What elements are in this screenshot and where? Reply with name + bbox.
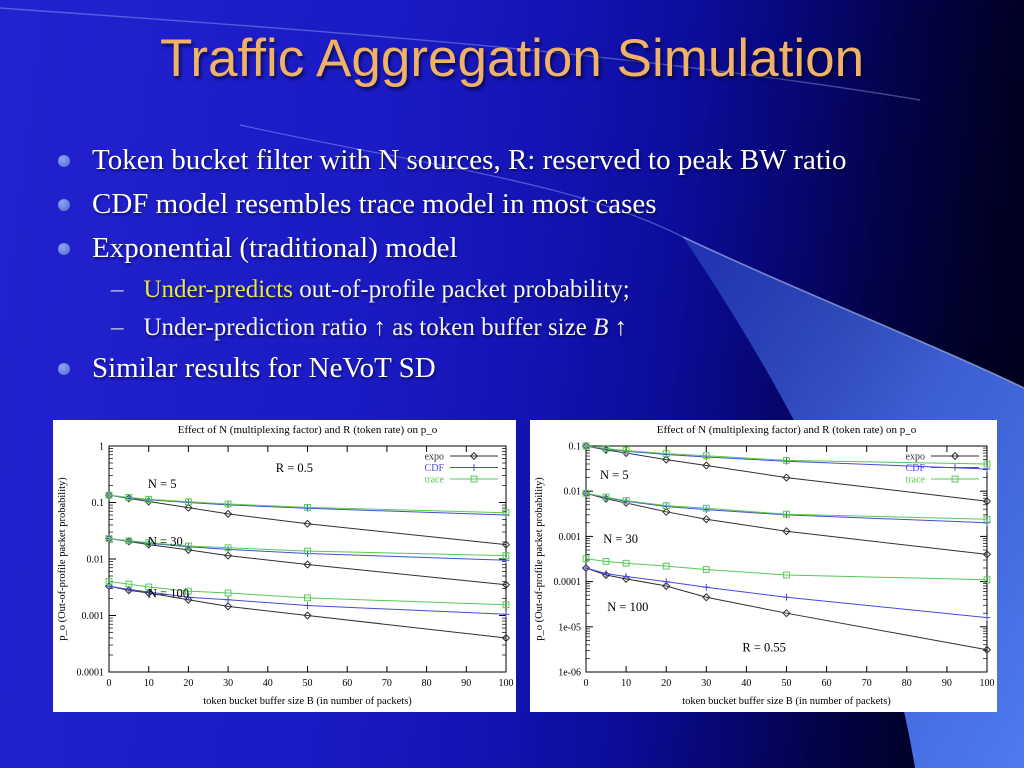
svg-text:CDF: CDF bbox=[425, 463, 445, 474]
svg-text:Effect of N (multiplexing fact: Effect of N (multiplexing factor) and R … bbox=[178, 424, 438, 436]
svg-text:0: 0 bbox=[584, 678, 589, 689]
chart-panel-right: Effect of N (multiplexing factor) and R … bbox=[530, 420, 997, 712]
highlighted-text: Under-predicts bbox=[143, 276, 293, 303]
svg-text:100: 100 bbox=[499, 678, 514, 689]
dash-marker-icon: – bbox=[111, 276, 124, 303]
svg-text:N = 5: N = 5 bbox=[148, 477, 177, 491]
svg-text:token bucket buffer size B (in: token bucket buffer size B (in number of… bbox=[682, 696, 891, 707]
svg-text:60: 60 bbox=[822, 678, 832, 689]
bullet-text: Token bucket filter with N sources, R: r… bbox=[92, 142, 846, 178]
bullet-text: Exponential (traditional) model bbox=[92, 230, 458, 266]
svg-text:0.0001: 0.0001 bbox=[77, 668, 105, 679]
svg-text:50: 50 bbox=[782, 678, 792, 689]
svg-text:0.1: 0.1 bbox=[92, 498, 105, 509]
svg-text:0.0001: 0.0001 bbox=[554, 577, 582, 588]
svg-text:N = 30: N = 30 bbox=[603, 532, 638, 546]
svg-text:expo: expo bbox=[906, 452, 925, 463]
bullet-item: CDF model resembles trace model in most … bbox=[55, 186, 973, 222]
thin-arc-line-mid bbox=[239, 124, 684, 238]
bullet-list: Token bucket filter with N sources, R: r… bbox=[55, 142, 973, 394]
bullet-dot-icon bbox=[58, 243, 70, 255]
svg-text:50: 50 bbox=[303, 678, 313, 689]
text-segment: CDF model resembles trace model in most … bbox=[92, 188, 657, 220]
svg-text:token bucket buffer size B (in: token bucket buffer size B (in number of… bbox=[203, 696, 412, 707]
slide-title: Traffic Aggregation Simulation bbox=[159, 29, 865, 88]
svg-text:CDF: CDF bbox=[906, 463, 926, 474]
svg-text:10: 10 bbox=[144, 678, 154, 689]
svg-text:0.01: 0.01 bbox=[564, 487, 582, 498]
svg-text:20: 20 bbox=[661, 678, 671, 689]
bullet-dot-icon bbox=[58, 155, 70, 167]
svg-text:80: 80 bbox=[422, 678, 432, 689]
svg-text:40: 40 bbox=[263, 678, 273, 689]
svg-text:70: 70 bbox=[382, 678, 392, 689]
svg-text:Effect of N (multiplexing fact: Effect of N (multiplexing factor) and R … bbox=[657, 424, 917, 436]
bullet-item: Similar results for NeVoT SD bbox=[55, 350, 973, 386]
bullet-dot-icon bbox=[58, 199, 70, 211]
svg-text:90: 90 bbox=[461, 678, 471, 689]
bullet-text: Similar results for NeVoT SD bbox=[92, 350, 436, 386]
text-segment: Exponential (traditional) model bbox=[92, 232, 458, 264]
sub-bullet-item: – Under-predicts out-of-profile packet pr… bbox=[105, 274, 973, 305]
svg-text:N = 100: N = 100 bbox=[607, 600, 648, 614]
svg-text:N = 5: N = 5 bbox=[600, 468, 629, 482]
text-segment: B bbox=[593, 314, 609, 341]
bullet-item: Exponential (traditional) model bbox=[55, 230, 973, 266]
svg-text:10: 10 bbox=[621, 678, 631, 689]
svg-text:1: 1 bbox=[99, 442, 104, 453]
text-segment: Under-prediction ratio bbox=[143, 314, 374, 341]
swoosh-highlight-edge bbox=[682, 236, 1024, 389]
svg-text:R = 0.55: R = 0.55 bbox=[742, 641, 786, 655]
chart-panel-left: Effect of N (multiplexing factor) and R … bbox=[53, 420, 516, 712]
svg-text:90: 90 bbox=[942, 678, 952, 689]
svg-text:p_o (Out-of-profile packet pro: p_o (Out-of-profile packet probability) bbox=[57, 477, 68, 641]
right-chart: Effect of N (multiplexing factor) and R … bbox=[534, 424, 995, 707]
svg-text:N = 100: N = 100 bbox=[148, 586, 189, 600]
svg-text:0.1: 0.1 bbox=[569, 442, 582, 453]
text-segment: ↑ bbox=[608, 314, 628, 341]
svg-text:0.001: 0.001 bbox=[82, 611, 105, 622]
thin-arc-line-top bbox=[0, 7, 921, 101]
svg-text:1e-06: 1e-06 bbox=[558, 668, 581, 679]
svg-text:30: 30 bbox=[223, 678, 233, 689]
sub-bullet-item: – Under-prediction ratio ↑ as token buffe… bbox=[105, 312, 973, 343]
text-segment: out-of-profile packet probability; bbox=[292, 276, 630, 303]
svg-text:30: 30 bbox=[701, 678, 711, 689]
text-segment: Similar results for NeVoT SD bbox=[92, 352, 436, 384]
svg-text:trace: trace bbox=[906, 475, 926, 486]
svg-text:0.01: 0.01 bbox=[87, 555, 105, 566]
bullet-text: Under-prediction ratio ↑ as token buffer… bbox=[144, 312, 628, 343]
svg-text:expo: expo bbox=[425, 452, 444, 463]
charts-row: Effect of N (multiplexing factor) and R … bbox=[53, 420, 997, 712]
bullet-item: Token bucket filter with N sources, R: r… bbox=[55, 142, 973, 178]
svg-text:1e-05: 1e-05 bbox=[558, 622, 581, 633]
dash-marker-icon: – bbox=[111, 314, 124, 341]
left-chart: Effect of N (multiplexing factor) and R … bbox=[57, 424, 514, 707]
text-segment: as token buffer size bbox=[385, 314, 594, 341]
svg-text:p_o (Out-of-profile packet pro: p_o (Out-of-profile packet probability) bbox=[534, 477, 545, 641]
svg-text:trace: trace bbox=[425, 475, 445, 486]
bullet-text: Under-predicts out-of-profile packet pro… bbox=[144, 274, 630, 305]
svg-text:100: 100 bbox=[980, 678, 995, 689]
bullet-dot-icon bbox=[58, 363, 70, 375]
svg-text:20: 20 bbox=[183, 678, 193, 689]
svg-text:0: 0 bbox=[107, 678, 112, 689]
text-segment: ↑ bbox=[373, 314, 386, 341]
svg-text:40: 40 bbox=[741, 678, 751, 689]
svg-text:R = 0.5: R = 0.5 bbox=[276, 461, 313, 475]
svg-text:80: 80 bbox=[902, 678, 912, 689]
svg-text:0.001: 0.001 bbox=[559, 532, 582, 543]
svg-text:60: 60 bbox=[342, 678, 352, 689]
text-segment: Token bucket filter with N sources, R: r… bbox=[92, 144, 847, 176]
svg-text:70: 70 bbox=[862, 678, 872, 689]
svg-text:N = 30: N = 30 bbox=[148, 534, 183, 548]
bullet-text: CDF model resembles trace model in most … bbox=[92, 186, 657, 222]
